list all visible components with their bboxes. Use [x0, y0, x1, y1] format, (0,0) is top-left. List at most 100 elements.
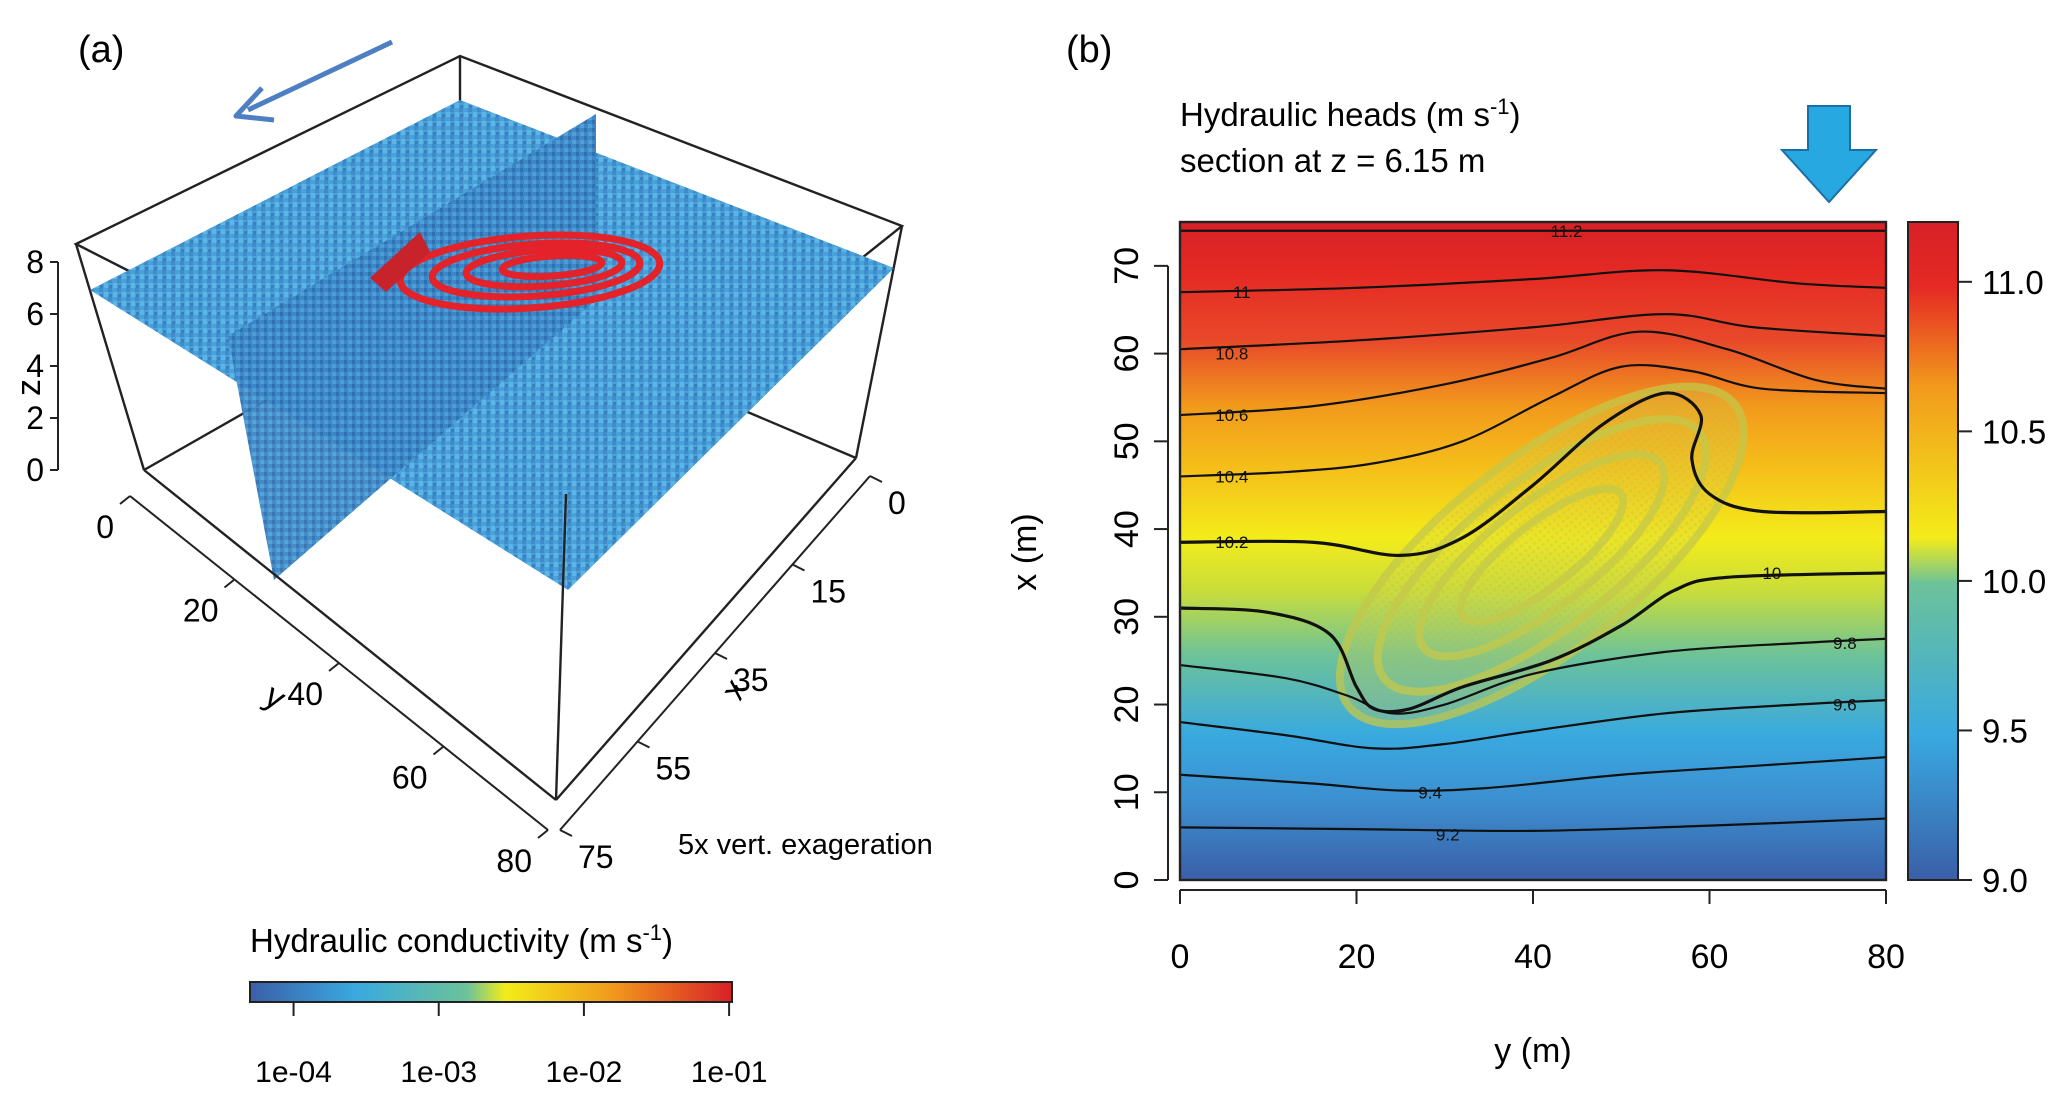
contour-label: 10.4: [1215, 467, 1248, 486]
y-axis-ticks: 0 10 20 30 40 50 60 70: [1108, 247, 1169, 890]
contour-label: 10.2: [1215, 533, 1248, 552]
colorbar-tick-label: 10.0: [1982, 563, 2046, 600]
y-tick-label: 40: [287, 676, 323, 712]
y-tick-label: 60: [1108, 335, 1146, 373]
heads-colorbar: 9.0 9.5 10.0 10.5 11.0: [1907, 221, 2046, 899]
contour-label: 9.6: [1833, 696, 1857, 715]
x-tick: [792, 563, 805, 572]
x-tick-label: 40: [1514, 938, 1552, 976]
conductivity-colorbar: Hydraulic conductivity (m s-1) 1e-04 1e-0…: [249, 920, 768, 1089]
y-tick-label: 10: [1108, 773, 1146, 811]
y-tick: [328, 662, 340, 672]
conductivity-plume: [370, 231, 664, 313]
panel-a-label: (a): [78, 29, 124, 71]
plume-ring: [1456, 484, 1628, 626]
plume-ring: [1415, 450, 1669, 661]
y-tick-label: 20: [1108, 686, 1146, 724]
y-tick-label: 20: [183, 593, 219, 629]
x-tick: [869, 475, 883, 483]
x-tick-label: 20: [1338, 938, 1376, 976]
contour-line: [1179, 269, 1887, 294]
panel-b-label: (b): [1066, 29, 1112, 71]
exaggeration-note: 5x vert. exageration: [678, 829, 933, 861]
box-front-edges: [143, 457, 857, 801]
contour-label: 11.2: [1551, 222, 1583, 241]
x-tick-label: 55: [656, 751, 692, 787]
y-tick: [537, 829, 549, 839]
panel-a: (a): [10, 29, 933, 1089]
z-tick-label: 0: [26, 452, 44, 488]
arrow-down-icon: [1779, 105, 1879, 204]
contour-label: 11: [1233, 283, 1251, 302]
colorbar-tick-label: 1e-01: [691, 1056, 768, 1089]
x-axis-ticks: 0 20 40 60 80: [1171, 889, 1905, 976]
contour-line: [1179, 364, 1887, 478]
y-tick-label: 0: [1108, 871, 1146, 890]
contour-line: [1179, 571, 1887, 714]
x-tick-label: 75: [578, 839, 614, 875]
contour-lines: 9.2 9.4 9.6 9.8 10 10.2 10.4 10.6 10.8 11 11.2: [1179, 222, 1887, 844]
vertical-slice-upper: [360, 114, 596, 316]
y-tick-label: 50: [1108, 422, 1146, 460]
y-tick: [432, 745, 445, 756]
contour-line: [1179, 756, 1887, 792]
contour-label: 9.8: [1833, 634, 1857, 653]
contour-label: 9.4: [1418, 783, 1442, 802]
x-tick-label: 35: [733, 662, 769, 698]
y-tick-label: 80: [496, 843, 532, 879]
y-tick-label: 30: [1108, 598, 1146, 636]
plot-frame: [1178, 220, 1888, 882]
x-tick: [714, 652, 728, 660]
contour-line: [1179, 699, 1887, 750]
z-tick-label: 2: [26, 400, 44, 436]
x-tick-label: 0: [888, 485, 906, 521]
y-tick: [119, 495, 131, 505]
z-axis: 0 2 4 6 8 z: [10, 244, 59, 488]
contour-line: [1179, 330, 1887, 417]
heads-title-line2: section at z = 6.15 m: [1180, 142, 1485, 179]
colorbar-tick-label: 1e-04: [255, 1056, 332, 1089]
conductivity-plume-overlay: [1335, 382, 1748, 729]
x-tick: [637, 740, 650, 749]
conductivity-colorbar-title: Hydraulic conductivity (m s-1): [250, 920, 673, 959]
panel-b: (b) Hydraulic heads (m s-1) section at z…: [1006, 29, 2046, 1070]
arrow-left-icon: [233, 39, 394, 123]
contour-label: 9.2: [1436, 825, 1460, 844]
contour-label: 10.8: [1215, 345, 1248, 364]
y-axis-title: x (m): [1006, 513, 1044, 590]
z-axis-label: z: [10, 379, 48, 396]
contour-line: [1179, 817, 1887, 833]
colorbar-tick-label: 1e-03: [400, 1056, 477, 1089]
colorbar-tick-label: 9.5: [1982, 712, 2028, 749]
x-tick-label: 15: [811, 574, 847, 610]
z-tick-label: 8: [26, 244, 44, 280]
y-tick: [223, 578, 236, 589]
colorbar-tick-label: 1e-02: [546, 1056, 623, 1089]
x-axis-title: y (m): [1494, 1032, 1571, 1070]
heads-title-line1: Hydraulic heads (m s-1): [1180, 94, 1521, 133]
contour-line: [1179, 391, 1887, 557]
contour-line: [1179, 637, 1887, 715]
y-tick-label: 60: [392, 760, 428, 796]
x-tick-label: 60: [1691, 938, 1729, 976]
x-tick: [559, 829, 573, 837]
y-tick-label: 70: [1108, 247, 1146, 285]
conductivity-colorbar-ramp: [249, 981, 733, 1003]
contour-label: 10.6: [1215, 406, 1248, 425]
contour-label: 10: [1762, 564, 1781, 583]
colorbar-tick-label: 9.0: [1982, 862, 2028, 899]
colorbar-tick-label: 10.5: [1982, 413, 2046, 450]
y-tick-label: 0: [96, 509, 114, 545]
y-tick-label: 40: [1108, 510, 1146, 548]
z-tick-label: 4: [26, 348, 44, 384]
z-tick-label: 6: [26, 296, 44, 332]
plume-ring: [1335, 382, 1748, 729]
x-tick-label: 0: [1171, 938, 1190, 976]
contour-line: [1179, 313, 1887, 351]
colorbar-tick-label: 11.0: [1982, 264, 2044, 301]
x-tick-label: 80: [1867, 938, 1905, 976]
heads-colorbar-ramp: [1907, 221, 1959, 881]
